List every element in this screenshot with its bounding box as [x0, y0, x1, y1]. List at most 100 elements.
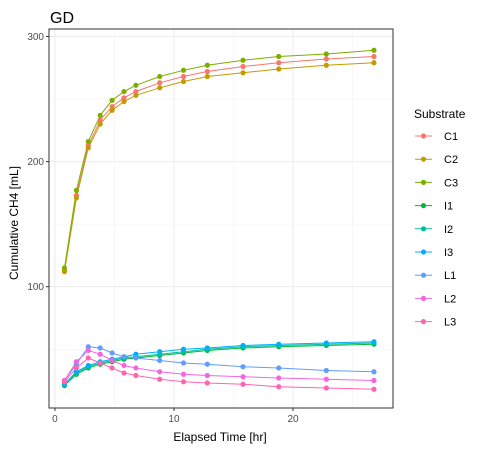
data-point-l3	[323, 385, 329, 391]
data-point-c3	[157, 73, 163, 80]
series-line-c2	[64, 62, 375, 272]
data-point-c1	[133, 88, 139, 95]
series-line-c1	[64, 56, 375, 271]
data-point-l3	[85, 355, 91, 361]
data-point-c2	[121, 98, 127, 105]
legend-key-point	[420, 133, 427, 139]
data-point-c1	[109, 103, 115, 110]
data-point-i3	[323, 340, 329, 346]
data-point-l1	[180, 360, 187, 366]
data-point-c2	[157, 85, 163, 91]
data-point-c1	[323, 56, 329, 62]
plot-panel: 0 10 20 100 200 300	[27, 28, 394, 425]
legend-label: L2	[444, 293, 456, 305]
data-point-c3	[323, 51, 329, 57]
data-point-c3	[240, 57, 246, 63]
data-point-l2	[133, 365, 139, 371]
legend-key-point	[420, 179, 427, 185]
data-point-c3	[97, 112, 103, 118]
legend-title: Substrate	[414, 107, 466, 121]
data-point-i3	[180, 346, 187, 352]
legend: C1 C2 C3 I1 I2 I3 L1 L2 L3	[415, 131, 458, 329]
data-point-c2	[73, 195, 79, 201]
data-point-l2	[276, 375, 282, 381]
legend-label: C1	[444, 131, 458, 143]
data-point-l3	[61, 379, 68, 385]
data-point-l2	[180, 371, 187, 377]
data-point-i3	[85, 362, 91, 369]
data-point-i3	[133, 351, 139, 357]
legend-label: C2	[444, 154, 458, 166]
data-point-i3	[157, 349, 163, 355]
data-point-l2	[371, 377, 377, 384]
legend-key-point	[420, 156, 427, 162]
legend-label: I2	[444, 224, 453, 236]
data-point-l2	[240, 374, 246, 380]
legend-key-point	[420, 226, 427, 232]
legend-label: I3	[444, 247, 453, 259]
data-point-l2	[97, 351, 103, 357]
data-point-c3	[73, 187, 79, 193]
legend-key-point	[420, 272, 427, 278]
data-point-c3	[61, 265, 68, 271]
legend-label: I1	[444, 201, 453, 213]
data-point-c2	[85, 145, 91, 151]
data-point-l2	[73, 359, 79, 365]
data-point-l3	[121, 370, 127, 376]
data-point-c1	[97, 117, 103, 123]
data-point-c3	[85, 138, 91, 145]
data-point-l3	[276, 384, 282, 390]
data-point-l3	[73, 365, 79, 371]
data-point-i3	[73, 369, 79, 375]
data-point-l3	[97, 360, 103, 366]
data-point-l2	[121, 362, 127, 369]
data-point-c3	[180, 67, 187, 73]
data-point-l3	[109, 365, 115, 371]
data-point-c2	[109, 107, 115, 113]
legend-label: C3	[444, 177, 458, 189]
data-point-i3	[204, 345, 210, 351]
y-tick-label: 300	[27, 32, 44, 43]
data-point-l3	[204, 380, 210, 386]
data-point-c3	[371, 47, 377, 53]
data-point-l1	[204, 361, 210, 367]
data-point-l1	[276, 365, 282, 371]
x-tick-label: 0	[52, 414, 58, 425]
y-axis-label: Cumulative CH4 [mL]	[7, 166, 21, 280]
data-point-l1	[323, 367, 329, 374]
legend-label: L1	[444, 270, 456, 282]
x-axis-label: Elapsed Time [hr]	[173, 430, 266, 444]
data-point-l2	[85, 347, 91, 354]
data-point-c2	[133, 92, 139, 98]
data-point-c3	[204, 62, 210, 68]
legend-key-point	[420, 319, 427, 325]
data-point-c1	[204, 68, 210, 75]
data-point-l2	[204, 372, 210, 379]
series-line-c3	[64, 49, 375, 268]
data-point-c2	[276, 66, 282, 72]
data-point-c3	[109, 97, 115, 103]
data-point-l1	[157, 357, 163, 364]
data-point-l1	[133, 355, 139, 361]
data-point-i3	[371, 339, 377, 345]
y-tick-label: 200	[27, 157, 44, 168]
data-point-c1	[121, 95, 127, 101]
data-point-l3	[157, 376, 163, 382]
data-point-l3	[180, 379, 187, 385]
legend-label: L3	[444, 317, 456, 329]
data-point-l1	[85, 344, 91, 350]
y-tick-label: 100	[27, 282, 44, 293]
x-tick-label: 20	[287, 414, 299, 425]
data-point-l2	[323, 376, 329, 382]
data-point-l2	[157, 369, 163, 375]
data-point-c1	[276, 60, 282, 66]
data-point-l1	[371, 369, 377, 375]
data-point-c2	[61, 269, 68, 275]
data-point-c3	[121, 88, 127, 95]
data-point-c1	[180, 73, 187, 80]
data-point-c1	[371, 53, 377, 60]
legend-key-point	[420, 249, 427, 255]
data-point-c3	[276, 53, 282, 60]
data-point-l3	[371, 386, 377, 392]
data-point-l2	[109, 357, 115, 364]
